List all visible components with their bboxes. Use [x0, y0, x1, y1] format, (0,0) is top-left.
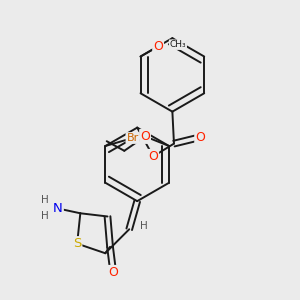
Text: H: H: [41, 212, 48, 221]
Text: H: H: [140, 221, 148, 231]
Text: Br: Br: [126, 133, 139, 143]
Text: CH₃: CH₃: [169, 40, 186, 49]
Text: O: O: [108, 266, 118, 279]
Text: O: O: [153, 40, 163, 53]
Text: N: N: [53, 202, 63, 215]
Text: S: S: [73, 237, 81, 250]
Text: O: O: [195, 131, 205, 144]
Text: O: O: [148, 150, 158, 163]
Text: O: O: [140, 130, 150, 143]
Text: H: H: [41, 196, 48, 206]
